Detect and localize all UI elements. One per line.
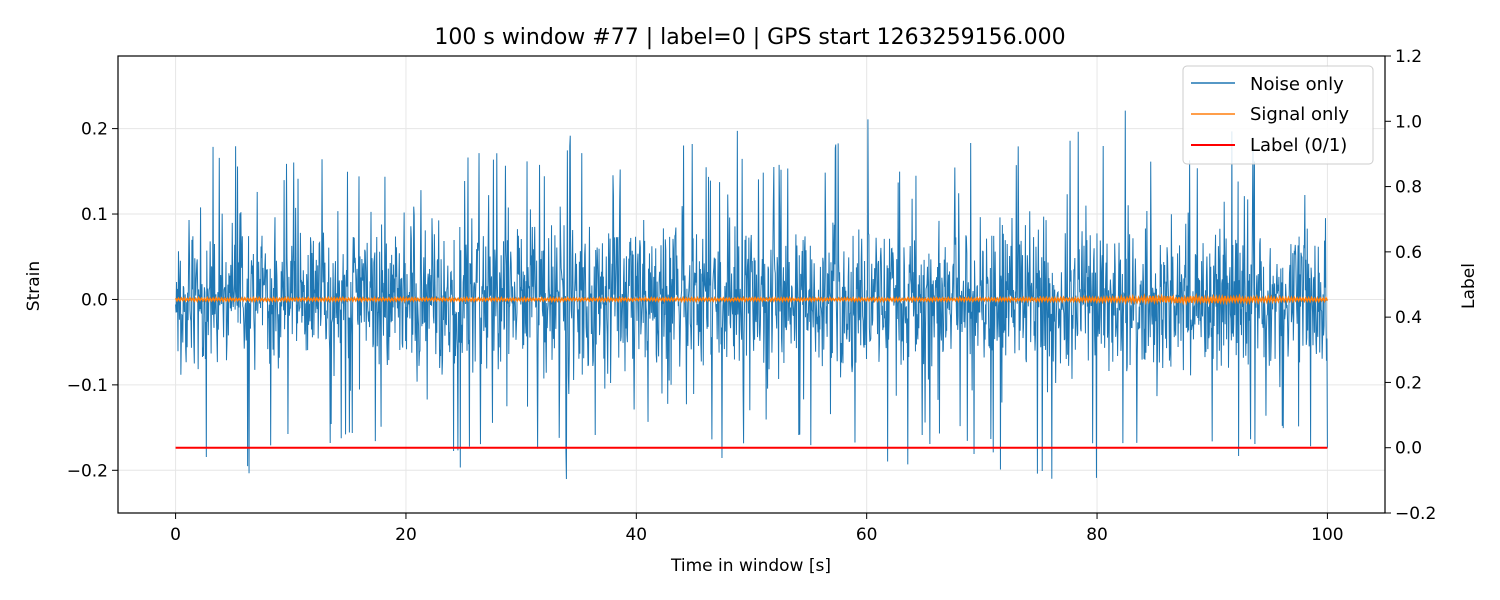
x-tick-label-5: 100 xyxy=(1311,525,1343,545)
x-tick-label-2: 40 xyxy=(625,525,647,545)
x-tick-label-1: 20 xyxy=(395,525,417,545)
y2-tick-label-0: −0.2 xyxy=(1395,504,1436,524)
series-noise-only xyxy=(175,110,1328,480)
y-tick-label-3: 0.1 xyxy=(81,205,108,225)
y-axis-label: Strain xyxy=(24,261,44,311)
x-axis-label: Time in window [s] xyxy=(670,556,831,576)
y-tick-label-4: 0.2 xyxy=(81,120,108,140)
legend: Noise only Signal only Label (0/1) xyxy=(1182,65,1374,165)
y2-tick-label-4: 0.6 xyxy=(1395,243,1422,263)
y-tick-label-1: −0.1 xyxy=(67,376,108,396)
y-tick-label-2: 0.0 xyxy=(81,290,108,310)
y2-tick-label-6: 1.0 xyxy=(1395,112,1422,132)
series-signal-only xyxy=(174,292,1329,306)
x-tick-label-0: 0 xyxy=(170,525,181,545)
chart-title: 100 s window #77 | label=0 | GPS start 1… xyxy=(434,25,1065,50)
y2-tick-label-7: 1.2 xyxy=(1395,47,1422,67)
y2-tick-label-1: 0.0 xyxy=(1395,439,1422,459)
legend-label-noise: Noise only xyxy=(1250,74,1344,95)
y-tick-label-0: −0.2 xyxy=(67,461,108,481)
y2-tick-label-2: 0.2 xyxy=(1395,373,1422,393)
axes: 0 20 40 60 80 100 −0.2 −0.1 0.0 0.1 0.2 −0.2 0.0 0.2 0… xyxy=(67,47,1437,545)
y2-tick-label-3: 0.4 xyxy=(1395,308,1422,328)
legend-label-signal: Signal only xyxy=(1250,104,1349,125)
legend-label-label: Label (0/1) xyxy=(1250,135,1347,156)
x-tick-label-3: 60 xyxy=(856,525,878,545)
y2-axis-label: Label xyxy=(1459,263,1479,309)
legend-box xyxy=(1182,65,1374,165)
x-tick-label-4: 80 xyxy=(1086,525,1108,545)
y2-tick-label-5: 0.8 xyxy=(1395,178,1422,198)
plot-area xyxy=(174,110,1329,480)
plot-frame xyxy=(117,55,1386,514)
